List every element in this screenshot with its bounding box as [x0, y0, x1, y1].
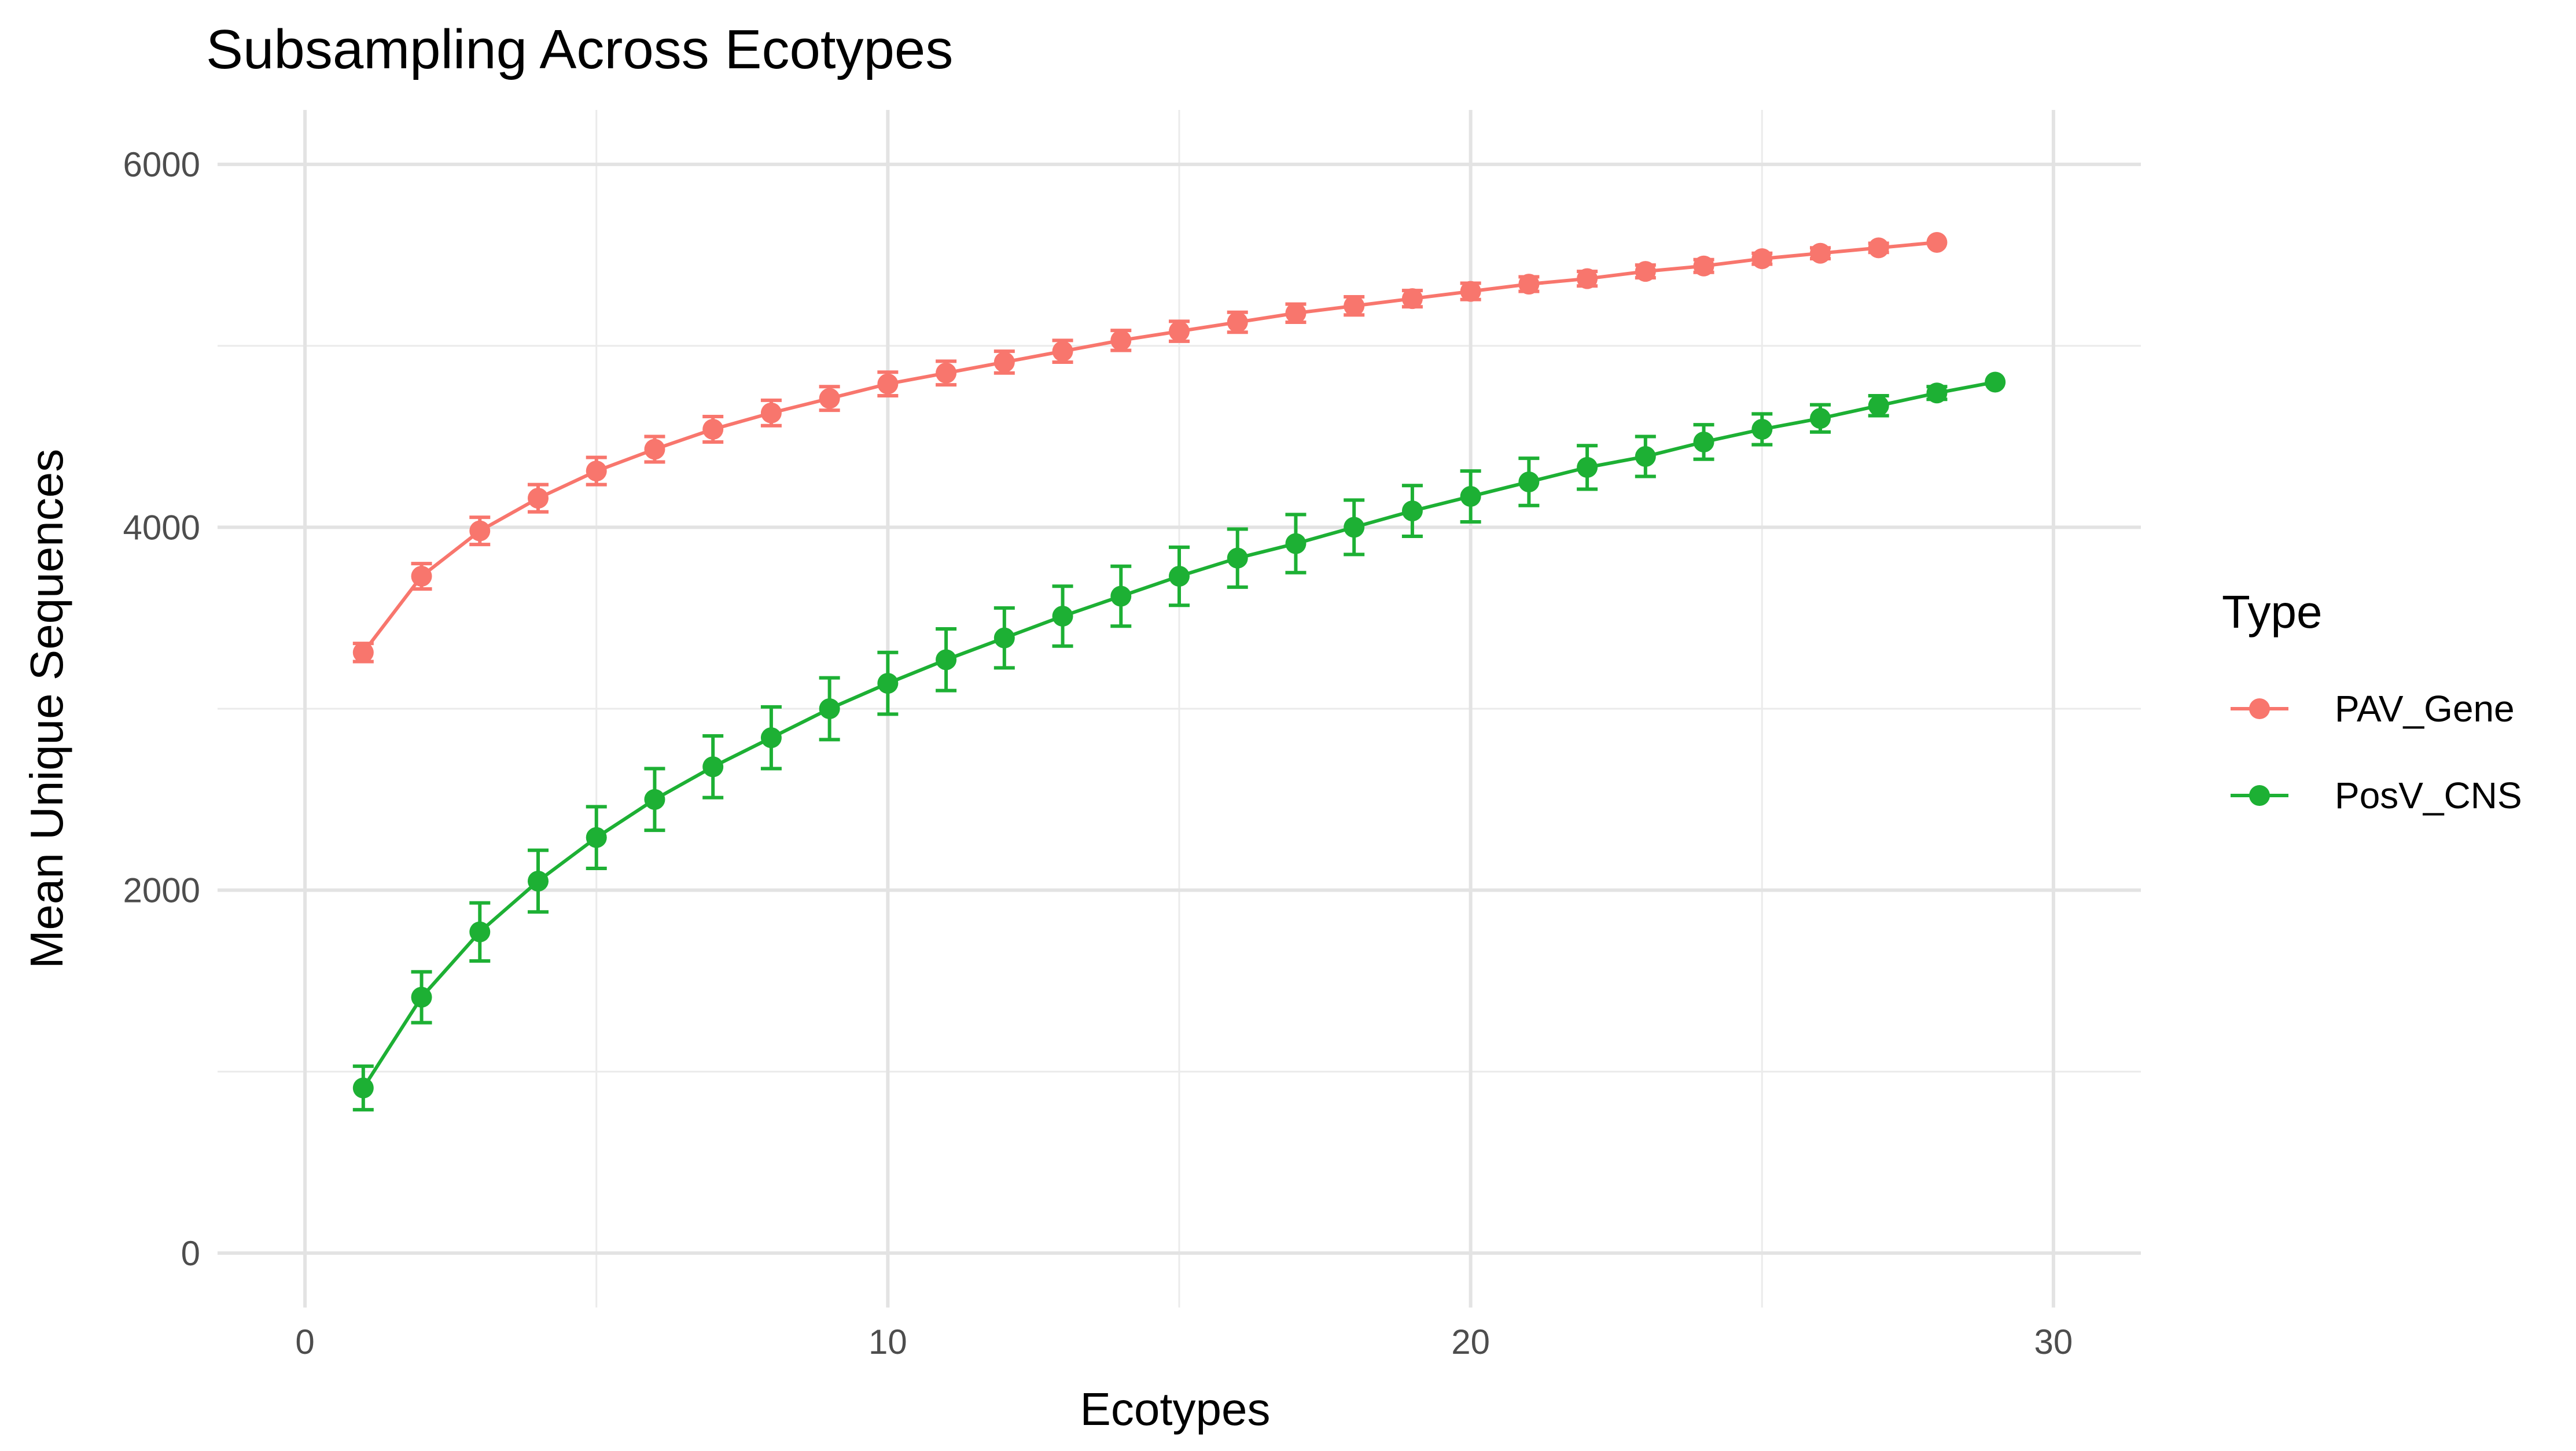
- legend-item: PAV_Gene: [2231, 688, 2515, 730]
- data-point: [1985, 371, 2006, 393]
- data-point: [1577, 268, 1598, 289]
- data-point: [1401, 500, 1423, 522]
- data-point: [1751, 248, 1773, 270]
- y-tick-label: 0: [181, 1234, 200, 1273]
- x-tick-label: 20: [1451, 1323, 1490, 1361]
- data-point: [528, 870, 549, 892]
- series-layer: [352, 231, 2006, 1112]
- data-point: [993, 627, 1015, 649]
- data-point: [469, 921, 491, 942]
- legend-label: PosV_CNS: [2335, 775, 2522, 816]
- data-point: [586, 461, 607, 482]
- chart-title: Subsampling Across Ecotypes: [206, 19, 953, 80]
- legend-title: Type: [2222, 586, 2322, 638]
- data-point: [1401, 288, 1423, 310]
- data-point: [760, 727, 782, 749]
- data-point: [1868, 395, 1889, 417]
- data-point: [1518, 274, 1540, 295]
- y-axis-tick-labels: 0 2000 4000 6000: [123, 145, 200, 1273]
- data-point: [936, 649, 957, 671]
- legend-items: PAV_Gene PosV_CNS: [2231, 688, 2522, 816]
- data-point: [1344, 295, 1365, 316]
- data-point: [469, 520, 491, 542]
- data-point: [1169, 566, 1190, 587]
- data-point: [411, 566, 432, 587]
- data-point: [877, 673, 899, 694]
- data-point: [1460, 281, 1481, 302]
- data-point: [1926, 231, 1948, 253]
- data-point: [1110, 585, 1132, 607]
- data-point: [877, 373, 899, 395]
- data-point: [702, 756, 724, 778]
- minor-gridlines: [218, 110, 2141, 1308]
- data-point: [1460, 486, 1481, 507]
- data-point: [819, 698, 840, 719]
- x-tick-label: 10: [869, 1323, 907, 1361]
- data-point: [528, 488, 549, 509]
- series-line: [362, 240, 1937, 654]
- data-point: [1635, 446, 1656, 467]
- series-posv-cns: [352, 371, 2006, 1112]
- data-point: [1868, 237, 1889, 259]
- y-tick-label: 2000: [123, 871, 200, 910]
- x-axis-title: Ecotypes: [1080, 1383, 1270, 1435]
- data-point: [1169, 321, 1190, 342]
- data-point: [1052, 606, 1073, 627]
- data-point: [936, 362, 957, 384]
- data-point: [1285, 303, 1307, 324]
- data-point: [1693, 255, 1714, 277]
- data-point: [1110, 330, 1132, 351]
- data-point: [1810, 408, 1831, 429]
- y-tick-label: 4000: [123, 508, 200, 547]
- data-point: [1577, 456, 1598, 478]
- legend-item: PosV_CNS: [2231, 775, 2522, 816]
- data-point: [1635, 261, 1656, 282]
- legend-key-point: [2249, 785, 2270, 806]
- y-axis-title: Mean Unique Sequences: [21, 449, 72, 968]
- data-point: [1285, 533, 1307, 554]
- data-point: [352, 642, 374, 663]
- data-point: [1518, 471, 1540, 492]
- data-point: [1227, 311, 1248, 333]
- data-point: [819, 388, 840, 409]
- data-point: [760, 402, 782, 423]
- data-point: [1810, 242, 1831, 264]
- data-point: [993, 351, 1015, 373]
- data-point: [1751, 419, 1773, 440]
- legend: Type PAV_Gene PosV_CNS: [2222, 586, 2522, 816]
- data-point: [1227, 547, 1248, 569]
- data-point: [586, 827, 607, 848]
- data-point: [644, 789, 665, 810]
- data-point: [1344, 517, 1365, 538]
- x-tick-label: 30: [2034, 1323, 2073, 1361]
- x-axis-tick-labels: 0 10 20 30: [295, 1323, 2073, 1361]
- data-point: [1052, 341, 1073, 362]
- legend-key-point: [2249, 698, 2270, 719]
- data-point: [1926, 382, 1948, 404]
- legend-label: PAV_Gene: [2335, 688, 2515, 730]
- series-pav-gene: [352, 231, 1948, 664]
- data-point: [411, 986, 432, 1008]
- data-point: [1693, 431, 1714, 452]
- y-tick-label: 6000: [123, 145, 200, 184]
- data-point: [702, 419, 724, 440]
- data-point: [352, 1077, 374, 1099]
- data-point: [644, 439, 665, 460]
- x-tick-label: 0: [295, 1323, 314, 1361]
